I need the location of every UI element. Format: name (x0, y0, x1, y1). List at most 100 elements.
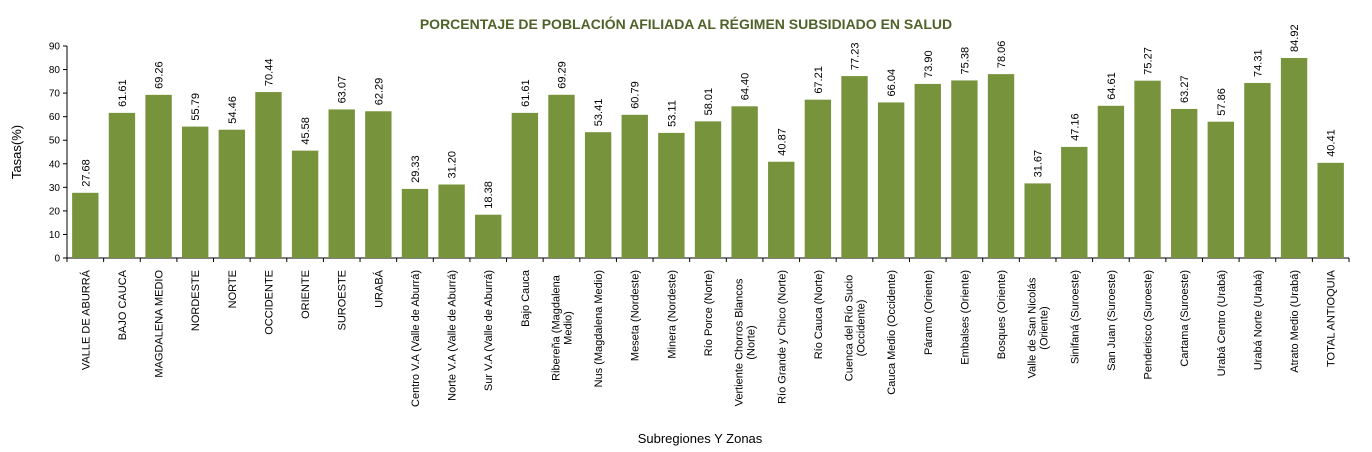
data-label: 66.04 (886, 69, 898, 97)
category-label-line: OCCIDENTE (263, 270, 275, 335)
category-label: Cuenca del Río Sucio(Occidente) (844, 275, 868, 381)
category-label: NORDESTE (190, 270, 202, 331)
category-label: Nus (Magdalena Medio) (593, 270, 605, 387)
y-tick-label: 10 (49, 230, 61, 241)
plot-area: 0 10 20 30 40 50 60 70 80 90 27.68 VALLE DE ABURRÁ 6… (49, 24, 1350, 407)
category-label-line: Páramo (Oriente) (923, 270, 935, 355)
category-label: Bosques (Oriente) (996, 270, 1008, 359)
bar (768, 161, 795, 258)
bar (548, 94, 575, 258)
data-label: 27.68 (80, 159, 92, 187)
data-label: 58.01 (703, 88, 715, 116)
chart-title: PORCENTAJE DE POBLACIÓN AFILIADA AL RÉGI… (420, 15, 952, 32)
category-label-line: Cuenca del Río Sucio (844, 275, 856, 381)
category-label-line: VALLE DE ABURRÁ (79, 269, 92, 370)
category-label-line: MAGDALENA MEDIO (154, 270, 166, 378)
category-label: TOTAL ANTIOQUIA (1326, 269, 1338, 367)
data-label: 60.79 (630, 81, 642, 109)
data-label: 64.61 (1106, 72, 1118, 100)
bar (145, 94, 172, 259)
category-label: Minera (Nordeste) (666, 270, 678, 359)
category-label: San Juan (Suroeste) (1106, 270, 1118, 371)
data-label: 31.67 (1033, 150, 1045, 178)
category-label-line: Medio) (562, 311, 574, 345)
data-label: 78.06 (996, 41, 1008, 69)
bar (584, 132, 612, 258)
category-label: Norte V.A (Valle de Aburrá) (447, 270, 459, 401)
bar (1134, 80, 1161, 259)
category-label: Urabá Norte (Urabá) (1252, 270, 1264, 370)
category-label: OCCIDENTE (263, 270, 275, 335)
bar (72, 192, 99, 258)
data-label: 69.29 (556, 61, 568, 89)
bar (401, 188, 429, 258)
data-label: 57.86 (1216, 88, 1228, 116)
bar (365, 111, 392, 258)
category-label-line: Centro V.A (Valle de Aburrá) (410, 270, 422, 407)
bar (914, 83, 941, 259)
x-axis-title: Subregiones Y Zonas (638, 431, 763, 446)
category-label-line: URABÁ (372, 269, 385, 308)
category-label: URABÁ (372, 269, 385, 308)
data-label: 63.27 (1179, 75, 1191, 103)
category-label: Ribereña (MagdalenaMedio) (550, 274, 574, 381)
category-label: Páramo (Oriente) (923, 270, 935, 355)
y-tick-label: 0 (54, 254, 60, 265)
category-label-line: Urabá Centro (Urabá) (1216, 270, 1228, 376)
bar (877, 102, 905, 258)
category-label-line: Vertiente Chorros Blancos (734, 278, 746, 406)
data-label: 63.07 (337, 76, 349, 104)
bar (1244, 82, 1271, 258)
category-label: Atrato Medio (Urabá) (1289, 270, 1301, 373)
data-label: 67.21 (813, 66, 825, 94)
data-label: 62.29 (373, 78, 385, 106)
category-label-line: Norte V.A (Valle de Aburrá) (447, 270, 459, 401)
category-label-line: Penderisco (Suroeste) (1143, 270, 1155, 379)
category-label-line: BAJO CAUCA (117, 269, 129, 340)
category-label-line: Bosques (Oriente) (996, 270, 1008, 359)
category-label-line: San Juan (Suroeste) (1106, 270, 1118, 371)
category-label-line: Atrato Medio (Urabá) (1289, 270, 1301, 373)
data-label: 75.27 (1143, 47, 1155, 75)
data-label: 55.79 (190, 93, 202, 121)
category-label-line: Río Grande y Chico (Norte) (776, 270, 788, 404)
y-tick-label: 30 (49, 183, 61, 194)
bar (1317, 162, 1344, 258)
category-label: Sur V.A (Valle de Aburrá) (483, 270, 495, 391)
data-label: 73.90 (923, 50, 935, 78)
category-label-line: Urabá Norte (Urabá) (1252, 270, 1264, 370)
data-label: 45.58 (300, 117, 312, 145)
category-label-line: Meseta (Nordeste) (630, 270, 642, 361)
data-label: 74.31 (1252, 49, 1264, 77)
data-label: 40.87 (776, 128, 788, 156)
bar (511, 112, 539, 258)
category-label-line: Bajo Cauca (520, 269, 532, 327)
category-label-line: (Norte) (746, 325, 758, 359)
category-label-line: Nus (Magdalena Medio) (593, 270, 605, 387)
data-label: 53.41 (593, 99, 605, 127)
data-label: 64.40 (740, 73, 752, 101)
category-label: NORTE (227, 270, 239, 308)
category-label-line: (Oriente) (1039, 306, 1051, 349)
data-label: 31.20 (447, 151, 459, 179)
category-label: VALLE DE ABURRÁ (79, 269, 92, 370)
category-label-line: Embalses (Oriente) (959, 270, 971, 365)
category-label-line: NORDESTE (190, 270, 202, 331)
category-label-line: Valle de San Nicolás (1027, 277, 1039, 378)
bar (475, 214, 502, 258)
y-axis-title: Tasas(%) (9, 125, 24, 179)
category-label: Penderisco (Suroeste) (1143, 270, 1155, 379)
category-label-line: Cauca Medio (Occidente) (886, 270, 898, 395)
bar (1061, 146, 1088, 258)
category-label: Sinifaná (Suroeste) (1069, 270, 1081, 364)
bar (438, 184, 465, 258)
category-label: Centro V.A (Valle de Aburrá) (410, 270, 422, 407)
category-label: Valle de San Nicolás(Oriente) (1027, 277, 1051, 378)
category-label: SUROESTE (337, 270, 349, 331)
category-label-line: Minera (Nordeste) (666, 270, 678, 359)
bar (1207, 121, 1234, 259)
category-label-line: Río Cauca (Norte) (813, 270, 825, 359)
category-label: BAJO CAUCA (117, 269, 129, 340)
data-label: 53.11 (666, 100, 678, 127)
data-label: 69.26 (154, 61, 166, 89)
